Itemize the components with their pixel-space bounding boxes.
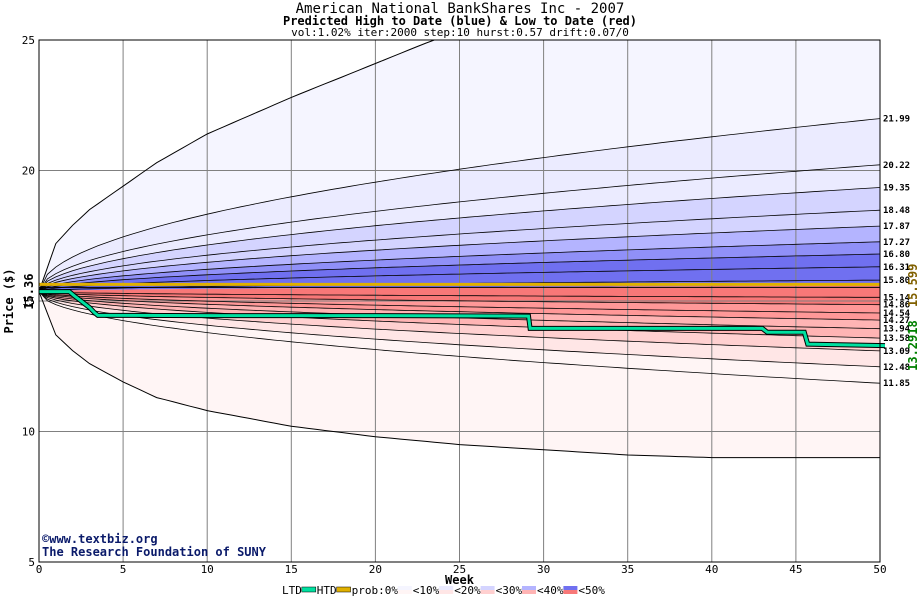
legend-ltd-label: LTD	[282, 584, 302, 597]
upper-probability-band	[39, 241, 880, 292]
x-tick-label: 30	[537, 563, 550, 576]
x-tick-label: 25	[453, 563, 466, 576]
contour-line	[38, 164, 881, 292]
credit-organization: The Research Foundation of SUNY	[42, 545, 266, 559]
contour-line	[38, 266, 881, 292]
right-label: 15.14	[883, 293, 911, 303]
legend-p10-label: <10%	[413, 584, 440, 597]
contour-line	[38, 187, 881, 292]
right-label: 16.80	[883, 250, 910, 260]
lower-probability-band	[39, 291, 880, 367]
right-label: 19.35	[883, 183, 910, 193]
right-label: 15.80	[883, 276, 910, 286]
right-label: 17.27	[883, 238, 910, 248]
legend-swatch-10-high	[439, 586, 454, 590]
legend-swatch-20-low	[480, 590, 495, 594]
legend-swatch-40-low	[563, 590, 578, 594]
right-label: 13.09	[883, 347, 910, 357]
outer-lower-bound	[38, 291, 880, 459]
contour-line	[38, 209, 881, 292]
chart-subtitle: Predicted High to Date (blue) & Low to D…	[282, 14, 637, 28]
lower-probability-band	[39, 291, 880, 329]
upper-probability-band	[39, 226, 880, 292]
upper-probability-band	[39, 164, 880, 292]
legend-p40-label: <40%	[537, 584, 564, 597]
right-label: 18.48	[883, 206, 910, 216]
legend: LTD HTD prob:0% <10% <20% <30% <40% <50%	[282, 584, 605, 597]
plot-frame	[38, 39, 881, 563]
upper-probability-band	[39, 210, 880, 292]
legend-swatch-30-high	[522, 586, 536, 590]
legend-p20-label: <20%	[454, 584, 481, 597]
legend-swatch-0-low	[397, 590, 412, 594]
right-label: 16.31	[883, 263, 910, 273]
lower-probability-band	[39, 291, 880, 321]
right-label: 14.86	[883, 301, 910, 311]
x-axis-label: Week	[445, 573, 475, 587]
contour-line	[38, 291, 880, 298]
x-tick-label: 50	[873, 563, 886, 576]
right-label: 14.54	[883, 309, 911, 319]
contour-line	[38, 118, 881, 292]
chart-parameters: vol:1.02% iter:2000 step:10 hurst:0.57 d…	[291, 26, 629, 39]
x-tick-label: 0	[36, 563, 43, 576]
contour-line	[38, 291, 881, 321]
start-price-label: 15.36	[22, 274, 36, 310]
contour-line	[38, 291, 881, 306]
right-label: 12.48	[883, 363, 910, 373]
right-label: 13.94	[883, 325, 911, 335]
legend-swatch-40-high	[563, 586, 578, 590]
x-tick-label: 45	[789, 563, 802, 576]
x-tick-label: 20	[369, 563, 382, 576]
legend-p50-label: <50%	[578, 584, 605, 597]
y-axis-label: Price ($)	[2, 268, 16, 333]
y-tick-label: 5	[28, 556, 35, 569]
legend-prob-swatch	[336, 586, 351, 593]
y-tick-label: 25	[22, 34, 35, 47]
x-tick-label: 10	[201, 563, 214, 576]
legend-htd-label: HTD	[317, 584, 337, 597]
right-label: 13.58	[883, 334, 910, 344]
x-tick-label: 40	[705, 563, 718, 576]
legend-htd-swatch	[301, 586, 317, 593]
right-labels: 21.99 20.22 19.35 18.48 17.87 17.27 16.80 16.31…	[883, 115, 911, 390]
right-label: 20.22	[883, 161, 910, 171]
y-tick-label: 20	[22, 165, 35, 178]
upper-probability-band	[39, 187, 880, 292]
upper-probability-band	[39, 118, 880, 292]
series-lines	[39, 282, 886, 349]
contour-line	[38, 291, 881, 314]
lower-probability-band	[39, 291, 880, 384]
x-tick-label: 15	[285, 563, 298, 576]
lower-probability-band	[39, 291, 880, 351]
right-label: 14.27	[883, 316, 910, 326]
x-tick-label: 35	[621, 563, 634, 576]
current-price-label: 15.599	[906, 264, 920, 307]
right-label: 11.85	[883, 379, 910, 389]
final-price-label: 13.2918	[906, 320, 920, 371]
right-label: 17.87	[883, 222, 910, 232]
legend-swatch-10-low	[439, 590, 454, 594]
htd-line	[39, 290, 886, 348]
legend-swatch-0-high	[397, 586, 412, 590]
contour-line	[38, 241, 881, 292]
legend-prob-label: prob:0%	[352, 584, 399, 597]
legend-swatch-20-high	[480, 586, 495, 590]
credit-website[interactable]: ©www.textbiz.org	[42, 532, 158, 546]
contour-line	[38, 291, 881, 368]
y-tick-label: 15	[22, 295, 35, 308]
x-tick-label: 5	[120, 563, 127, 576]
contour-line	[38, 225, 881, 292]
contour-line	[38, 253, 881, 292]
y-tick-label: 10	[22, 426, 35, 439]
right-label: 21.99	[883, 115, 910, 125]
legend-swatch-30-low	[522, 590, 536, 594]
legend-p30-label: <30%	[496, 584, 523, 597]
contour-line	[38, 291, 881, 384]
chart-title: American National BankShares Inc - 2007	[295, 1, 625, 17]
contour-line	[38, 291, 881, 339]
